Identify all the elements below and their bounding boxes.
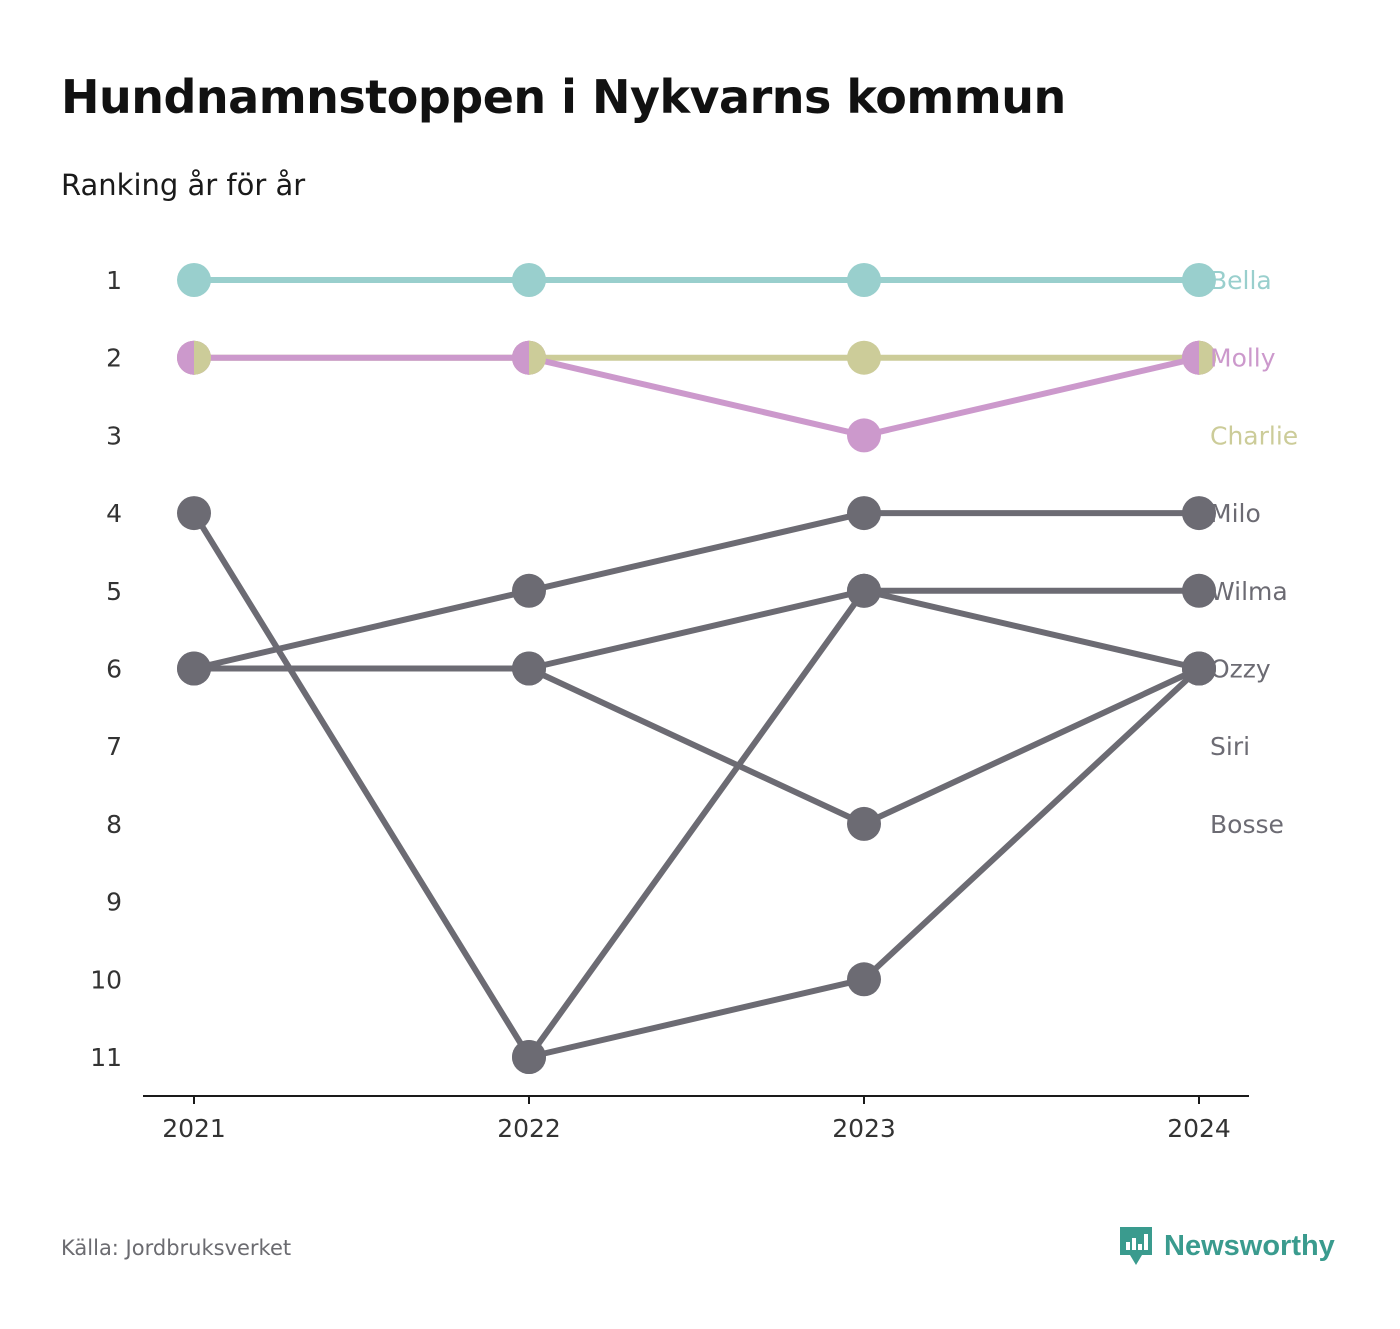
source-note: Källa: Jordbruksverket xyxy=(61,1236,292,1260)
point-molly-half xyxy=(512,340,529,375)
point-molly-half xyxy=(1182,340,1199,375)
point-bosse xyxy=(512,1040,546,1074)
point-ozzy xyxy=(177,496,211,531)
x-tick-label: 2024 xyxy=(1167,1114,1231,1143)
y-tick-label: 11 xyxy=(90,1043,122,1072)
brand-logo[interactable]: Newsworthy xyxy=(1118,1224,1335,1268)
point-bosse xyxy=(1182,651,1216,686)
point-molly-half xyxy=(177,340,194,375)
brand-name: Newsworthy xyxy=(1164,1229,1335,1262)
point-siri xyxy=(512,651,546,686)
series-line-milo xyxy=(193,510,1199,672)
y-tick-label: 6 xyxy=(106,655,122,684)
point-siri xyxy=(847,806,881,841)
series-labels: Bella Molly Charlie Milo Wilma Ozzy Siri Bosse xyxy=(1210,266,1298,839)
point-milo xyxy=(1182,496,1216,531)
series-label-charlie: Charlie xyxy=(1210,421,1298,450)
point-charlie-half xyxy=(1199,340,1216,375)
series-label-bosse: Bosse xyxy=(1210,810,1284,839)
y-tick-label: 8 xyxy=(106,810,122,839)
y-tick-label: 4 xyxy=(106,499,122,528)
y-tick-label: 10 xyxy=(90,965,122,994)
x-tick-label: 2021 xyxy=(162,1114,226,1143)
y-tick-label: 7 xyxy=(106,732,122,761)
point-molly xyxy=(847,418,881,453)
point-milo xyxy=(512,573,546,608)
point-bosse xyxy=(847,962,881,997)
y-axis-ticks: 1 2 3 4 5 6 7 8 9 10 11 xyxy=(90,266,122,1072)
point-bella xyxy=(847,263,881,297)
series-line-siri xyxy=(527,665,1201,827)
y-tick-label: 5 xyxy=(106,577,122,606)
point-milo xyxy=(847,496,881,531)
y-tick-label: 3 xyxy=(106,421,122,450)
x-axis: 2021 2022 2023 2024 xyxy=(143,1095,1249,1143)
point-charlie xyxy=(847,340,881,375)
newsworthy-logo-icon xyxy=(1120,1227,1152,1265)
series-label-milo: Milo xyxy=(1210,499,1261,528)
series-label-molly: Molly xyxy=(1210,344,1276,373)
point-bella xyxy=(177,263,211,297)
series-label-bella: Bella xyxy=(1210,266,1272,295)
series-line-molly xyxy=(194,354,1200,439)
series-label-wilma: Wilma xyxy=(1210,577,1288,606)
series-line-bosse xyxy=(528,666,1202,1060)
series-line-ozzy xyxy=(191,511,1200,1060)
y-tick-label: 9 xyxy=(106,888,122,917)
chart-subtitle: Ranking år för år xyxy=(61,168,306,202)
point-bella xyxy=(512,263,546,297)
point-charlie-half xyxy=(194,340,211,375)
point-bella xyxy=(1182,263,1216,297)
series-points xyxy=(177,263,1216,1074)
series-label-ozzy: Ozzy xyxy=(1210,655,1271,684)
y-tick-label: 1 xyxy=(106,266,122,295)
point-wilma xyxy=(1182,573,1216,608)
point-ozzy xyxy=(847,573,881,608)
series-line-wilma xyxy=(194,587,1199,672)
series-lines xyxy=(191,277,1202,1060)
point-charlie-half xyxy=(529,340,546,375)
y-tick-label: 2 xyxy=(106,344,122,373)
series-label-siri: Siri xyxy=(1210,732,1250,761)
point-wilma xyxy=(177,651,211,686)
x-tick-label: 2022 xyxy=(497,1114,561,1143)
chart-title: Hundnamnstoppen i Nykvarns kommun xyxy=(61,70,1066,124)
x-tick-label: 2023 xyxy=(832,1114,896,1143)
